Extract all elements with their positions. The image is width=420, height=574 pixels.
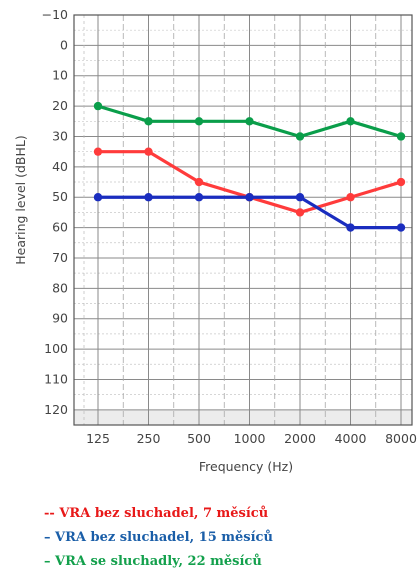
y-tick-labels: −10 0 10 20 30 40 50 60 70 80 90 100 110 120: [42, 7, 68, 417]
x-tick-labels: 125 250 500 1000 2000 4000 8000: [86, 431, 417, 446]
y-tick-label: 20: [52, 98, 68, 113]
y-tick-label: 70: [52, 250, 68, 265]
data-point: [295, 208, 305, 217]
x-tick-label: 2000: [284, 431, 316, 446]
data-point: [396, 177, 406, 187]
y-tick-label: 0: [60, 37, 68, 52]
legend-item-15-months: – VRA bez sluchadel, 15 měsíců: [44, 530, 273, 545]
shade-band: [74, 409, 412, 425]
data-point: [245, 193, 254, 202]
data-point: [93, 101, 103, 111]
data-point: [144, 193, 153, 202]
y-tick-label: 50: [52, 189, 68, 204]
y-tick-label: 30: [52, 128, 68, 143]
x-tick-label: 1000: [234, 431, 266, 446]
x-tick-label: 500: [187, 431, 211, 446]
data-point: [396, 223, 406, 232]
y-tick-label: 90: [52, 311, 68, 326]
y-axis-title: Hearing level (dBHL): [13, 135, 28, 265]
data-point: [194, 193, 204, 202]
x-tick-label: 250: [137, 431, 161, 446]
y-tick-label: 120: [44, 402, 68, 417]
y-tick-label: 110: [44, 371, 68, 386]
data-point: [346, 193, 355, 202]
x-tick-label: 125: [86, 431, 110, 446]
series-lines: [93, 101, 406, 232]
grid: [74, 14, 412, 425]
y-tick-label: 40: [52, 159, 68, 174]
x-tick-label: 8000: [385, 431, 417, 446]
frame-rect: [73, 14, 413, 426]
data-point: [194, 117, 204, 126]
data-point: [93, 147, 103, 156]
data-point: [144, 117, 153, 126]
data-point: [295, 132, 305, 141]
data-point: [144, 147, 153, 156]
data-point: [245, 117, 254, 126]
audiogram-chart: −10 0 10 20 30 40 50 60 70 80 90 100 110 120 125 250 50…: [13, 7, 417, 474]
x-tick-label: 4000: [335, 431, 367, 446]
data-point: [396, 132, 406, 141]
y-tick-label: 100: [44, 341, 68, 356]
data-point: [194, 177, 204, 187]
y-tick-label: 60: [52, 220, 68, 235]
legend-item-7-months: -- VRA bez sluchadel, 7 měsíců: [44, 506, 269, 521]
data-point: [346, 223, 355, 232]
x-axis-title: Frequency (Hz): [199, 459, 293, 474]
y-tick-label: 80: [52, 280, 68, 295]
data-point: [93, 193, 103, 202]
data-point: [295, 193, 305, 202]
data-point: [346, 117, 355, 126]
plot-frame: [73, 14, 413, 426]
legend-item-22-months: – VRA se sluchadly, 22 měsíců: [44, 554, 262, 569]
y-tick-label: −10: [42, 7, 68, 22]
y-tick-label: 10: [52, 68, 68, 83]
bottom-shade-band: [74, 409, 412, 425]
legend: -- VRA bez sluchadel, 7 měsíců – VRA bez…: [44, 502, 414, 574]
